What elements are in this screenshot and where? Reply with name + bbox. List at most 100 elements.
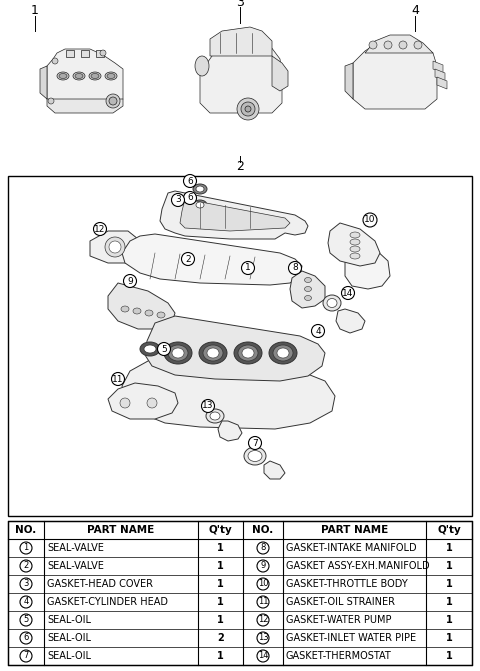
- Polygon shape: [108, 283, 175, 329]
- Text: 9: 9: [260, 562, 265, 570]
- Text: 7: 7: [24, 652, 29, 660]
- Polygon shape: [180, 199, 290, 231]
- Text: 1: 1: [217, 561, 224, 571]
- Ellipse shape: [241, 102, 255, 116]
- Circle shape: [257, 578, 269, 590]
- Ellipse shape: [245, 106, 251, 112]
- Text: GASKET-OIL STRAINER: GASKET-OIL STRAINER: [286, 597, 395, 607]
- Circle shape: [341, 287, 355, 299]
- Text: GASKET-INLET WATER PIPE: GASKET-INLET WATER PIPE: [286, 633, 416, 643]
- Polygon shape: [108, 383, 178, 419]
- Text: GASKET-CYLINDER HEAD: GASKET-CYLINDER HEAD: [47, 597, 168, 607]
- Text: 1: 1: [217, 597, 224, 607]
- Text: 13: 13: [202, 401, 214, 411]
- Text: 2: 2: [217, 633, 224, 643]
- Ellipse shape: [210, 412, 220, 420]
- Ellipse shape: [248, 450, 262, 462]
- Polygon shape: [210, 27, 272, 56]
- Text: 14: 14: [258, 652, 268, 660]
- Polygon shape: [40, 66, 47, 99]
- Text: 1: 1: [445, 579, 452, 589]
- Ellipse shape: [157, 312, 165, 318]
- Text: GASKET-INTAKE MANIFOLD: GASKET-INTAKE MANIFOLD: [286, 543, 417, 553]
- Circle shape: [241, 262, 254, 274]
- Polygon shape: [272, 56, 288, 91]
- Circle shape: [257, 650, 269, 662]
- Polygon shape: [345, 243, 390, 289]
- Circle shape: [369, 41, 377, 49]
- Text: 8: 8: [260, 544, 266, 552]
- Circle shape: [120, 398, 130, 408]
- Ellipse shape: [145, 310, 153, 316]
- Circle shape: [20, 560, 32, 572]
- Circle shape: [249, 437, 262, 450]
- Text: GASKET-WATER PUMP: GASKET-WATER PUMP: [286, 615, 392, 625]
- Text: Q'ty: Q'ty: [437, 525, 461, 535]
- Circle shape: [105, 237, 125, 257]
- Text: 1: 1: [217, 651, 224, 661]
- Circle shape: [123, 274, 136, 287]
- Text: 4: 4: [411, 5, 419, 17]
- Ellipse shape: [203, 345, 223, 361]
- Circle shape: [257, 632, 269, 644]
- Text: 1: 1: [445, 615, 452, 625]
- Text: GASKET-THERMOSTAT: GASKET-THERMOSTAT: [286, 651, 392, 661]
- Circle shape: [363, 213, 377, 227]
- Ellipse shape: [327, 299, 337, 307]
- Circle shape: [94, 223, 107, 236]
- Text: 13: 13: [258, 633, 268, 643]
- Bar: [0, 0, 480, 171]
- Circle shape: [20, 578, 32, 590]
- Polygon shape: [336, 309, 365, 333]
- Text: 1: 1: [217, 615, 224, 625]
- Ellipse shape: [164, 342, 192, 364]
- Ellipse shape: [140, 342, 160, 356]
- Text: 14: 14: [342, 289, 354, 297]
- Ellipse shape: [234, 342, 262, 364]
- Text: 1: 1: [445, 561, 452, 571]
- Text: 9: 9: [127, 276, 133, 285]
- Circle shape: [288, 262, 301, 274]
- Polygon shape: [145, 316, 325, 381]
- Circle shape: [414, 41, 422, 49]
- Polygon shape: [328, 223, 380, 266]
- Polygon shape: [435, 69, 445, 81]
- Polygon shape: [47, 99, 123, 113]
- Bar: [8, 521, 472, 665]
- Bar: [96, 50, 104, 57]
- Circle shape: [147, 398, 157, 408]
- Polygon shape: [90, 231, 138, 263]
- Circle shape: [157, 342, 170, 356]
- Ellipse shape: [91, 74, 99, 79]
- Ellipse shape: [304, 278, 312, 282]
- Ellipse shape: [242, 348, 254, 358]
- Text: 5: 5: [24, 615, 29, 625]
- Polygon shape: [47, 49, 123, 106]
- Ellipse shape: [206, 409, 224, 423]
- Text: SEAL-OIL: SEAL-OIL: [47, 633, 91, 643]
- Circle shape: [109, 241, 121, 253]
- Text: NO.: NO.: [15, 525, 36, 535]
- Ellipse shape: [107, 74, 115, 79]
- Ellipse shape: [121, 306, 129, 312]
- Ellipse shape: [199, 342, 227, 364]
- Circle shape: [52, 58, 58, 64]
- Text: PART NAME: PART NAME: [321, 525, 388, 535]
- Text: 1: 1: [217, 543, 224, 553]
- Circle shape: [257, 614, 269, 626]
- Ellipse shape: [350, 239, 360, 245]
- Text: 11: 11: [258, 597, 268, 607]
- Text: 1: 1: [245, 264, 251, 272]
- Text: 1: 1: [217, 579, 224, 589]
- Ellipse shape: [168, 345, 188, 361]
- Text: Q'ty: Q'ty: [209, 525, 232, 535]
- Text: 2: 2: [185, 254, 191, 264]
- Ellipse shape: [304, 295, 312, 301]
- Circle shape: [48, 98, 54, 104]
- Ellipse shape: [237, 98, 259, 120]
- Ellipse shape: [57, 72, 69, 80]
- Circle shape: [257, 542, 269, 554]
- Circle shape: [20, 650, 32, 662]
- Polygon shape: [365, 35, 433, 53]
- Text: 1: 1: [445, 543, 452, 553]
